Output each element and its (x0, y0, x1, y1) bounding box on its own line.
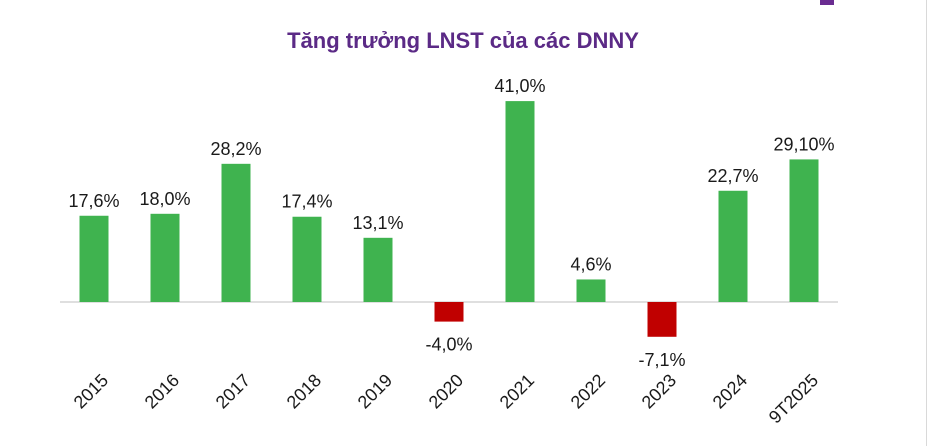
bar-2020 (434, 302, 464, 322)
bar-2018 (292, 216, 322, 302)
bar-2022 (576, 279, 606, 302)
value-label-9T2025: 29,10% (773, 134, 834, 154)
category-labels-group: 2015 2016 2017 2018 2019 2020 2021 2022 2023 2024… (70, 370, 822, 427)
bar-2016 (150, 213, 180, 302)
category-label-2018: 2018 (283, 370, 325, 412)
category-label-2024: 2024 (709, 370, 751, 412)
frame-border (926, 0, 927, 446)
category-label-2019: 2019 (354, 370, 396, 412)
category-label-2015: 2015 (70, 370, 112, 412)
bar-2021 (505, 101, 535, 302)
category-label-2020: 2020 (425, 370, 467, 412)
value-label-2020: -4,0% (425, 335, 472, 355)
value-label-2024: 22,7% (707, 166, 758, 186)
value-labels-group: 17,6% 18,0% 28,2% 17,4% 13,1% -4,0% 41,0% 4,6% -… (68, 76, 834, 370)
brand-corner-mark (820, 0, 834, 5)
value-label-2021: 41,0% (494, 76, 545, 96)
value-label-2022: 4,6% (570, 254, 611, 274)
bar-chart: 17,6% 18,0% 28,2% 17,4% 13,1% -4,0% 41,0% 4,6% -… (60, 76, 838, 427)
bar-2017 (221, 163, 251, 302)
category-label-9T2025: 9T2025 (765, 370, 822, 427)
bar-9T2025 (789, 159, 819, 302)
chart-title: Tăng trưởng LNST của các DNNY (287, 28, 639, 53)
bar-2024 (718, 190, 748, 302)
value-label-2018: 17,4% (281, 192, 332, 212)
category-label-2017: 2017 (212, 370, 254, 412)
category-label-2016: 2016 (141, 370, 183, 412)
category-label-2022: 2022 (567, 370, 609, 412)
category-label-2023: 2023 (638, 370, 680, 412)
category-label-2021: 2021 (496, 370, 538, 412)
value-label-2015: 17,6% (68, 191, 119, 211)
value-label-2016: 18,0% (139, 189, 190, 209)
bar-2019 (363, 237, 393, 302)
bar-2015 (79, 215, 109, 302)
bar-2023 (647, 302, 677, 337)
value-label-2017: 28,2% (210, 139, 261, 159)
value-label-2023: -7,1% (638, 350, 685, 370)
value-label-2019: 13,1% (352, 213, 403, 233)
bars-group (79, 101, 819, 337)
